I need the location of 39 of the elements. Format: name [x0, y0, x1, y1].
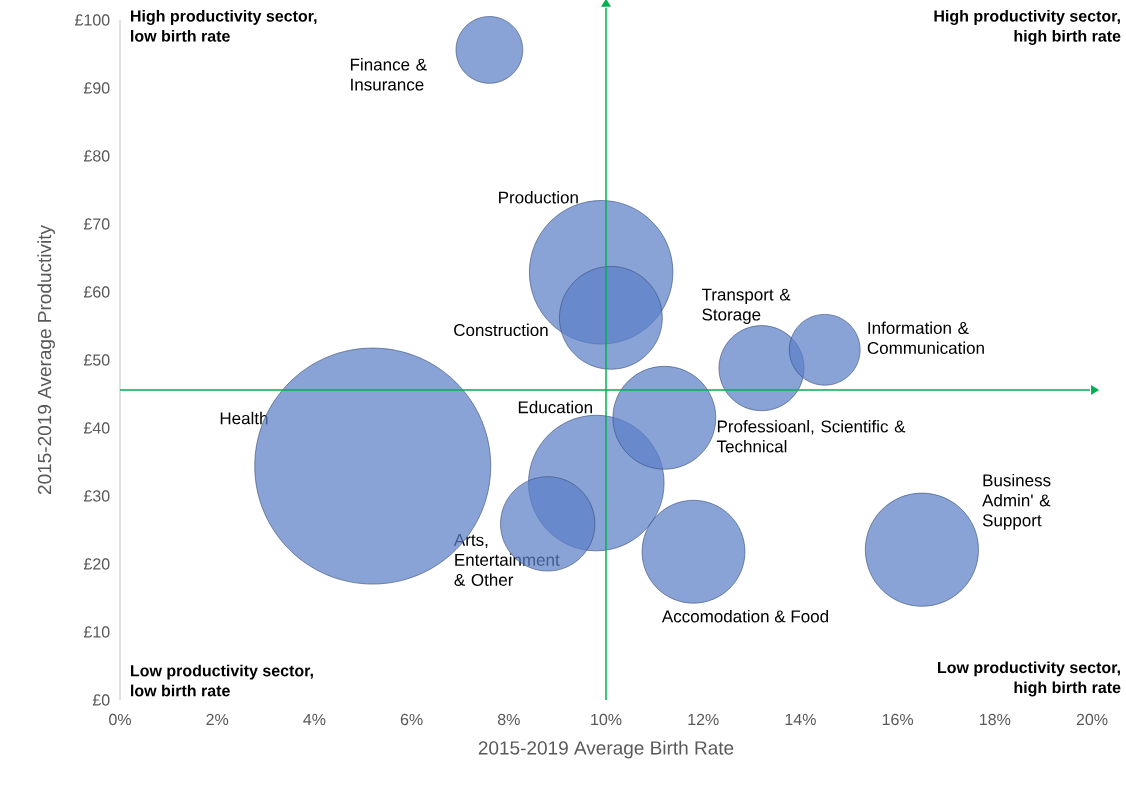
y-tick-label: £100 [75, 14, 110, 26]
x-tick-label: 16% [882, 713, 914, 726]
y-tick-label: £80 [83, 150, 110, 162]
series-label: Construction [454, 323, 548, 337]
x-tick-label: 12% [688, 713, 719, 726]
y-tick-label: £90 [83, 82, 110, 94]
y-tick-label: £70 [83, 218, 110, 230]
annotation: Low productivity sector, low birth rate [131, 664, 313, 697]
x-tick-label: 10% [591, 713, 622, 726]
annotation: Low productivity sector, high birth rate [938, 661, 1121, 697]
y-tick-label: £20 [83, 558, 110, 570]
y-tick-label: £30 [83, 490, 110, 502]
annotation: High productivity sector, low birth rate [131, 9, 317, 42]
x-tick-label: 18% [980, 713, 1011, 726]
x-tick-label: 20% [1076, 713, 1108, 726]
y-tick-label: £0 [92, 694, 110, 706]
series-label: Finance & Insurance [350, 58, 427, 91]
x-tick-label: 8% [497, 713, 520, 726]
series-label: Information & Communication [867, 321, 984, 355]
x-tick-label: 0% [109, 713, 131, 726]
series-label: Education [518, 400, 592, 414]
y-tick-label: £60 [83, 286, 110, 298]
series-label: Arts, Entertainment & Other [453, 534, 560, 586]
y-tick-label: £40 [83, 422, 110, 434]
y-axis-title: 2015-2019 Average Productivity [37, 225, 56, 495]
series-label: Production [499, 191, 578, 204]
x-tick-label: 14% [785, 713, 816, 726]
legend-label: Transport & Storage [701, 288, 791, 324]
series-label: Accomodation & Food [661, 609, 828, 623]
x-tick-label: 6% [400, 713, 423, 726]
series-label: Business Admin' & Support [982, 473, 1051, 530]
series-label: Professioanl, Scientific & Technical [716, 419, 906, 453]
x-tick-label: 2% [206, 713, 229, 726]
series-label: Health [220, 411, 268, 425]
x-tick-label: 4% [303, 713, 326, 726]
y-tick-label: £10 [83, 626, 110, 638]
x-axis-title: 2015-2019 Average Birth Rate [478, 740, 734, 759]
y-tick-label: £50 [83, 354, 110, 366]
annotation: High productivity sector, high birth rate [934, 9, 1121, 45]
